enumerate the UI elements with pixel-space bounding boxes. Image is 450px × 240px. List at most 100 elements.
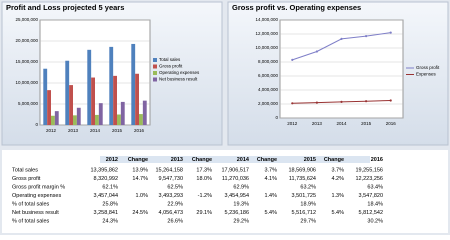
table-cell: 29.1%: [196, 210, 212, 216]
table-cell: 18,569,906: [288, 167, 316, 173]
table-header: 2012: [106, 157, 118, 163]
table-cell: 3,454,954: [225, 193, 249, 199]
point: [365, 100, 368, 103]
y-tick-label: 8,000,000: [258, 59, 279, 64]
table-cell: 18.4%: [367, 201, 383, 207]
x-tick-label: 2012: [46, 128, 57, 133]
row-label: % of total sales: [12, 218, 50, 224]
table-cell: 17.3%: [196, 167, 212, 173]
table-cell: 63.4%: [367, 184, 383, 190]
x-tick-label: 2013: [312, 121, 323, 126]
table-cell: 3.7%: [331, 167, 344, 173]
bar: [113, 75, 117, 125]
row-label: Net business result: [12, 210, 59, 216]
x-tick-label: 2016: [134, 128, 145, 133]
point: [291, 58, 294, 62]
table-cell: 26.6%: [167, 218, 183, 224]
table-cell: 63.2%: [300, 184, 316, 190]
chart-title: Gross profit vs. Operating expenses: [232, 3, 361, 12]
y-tick-label: 12,000,000: [255, 31, 278, 36]
bar: [51, 115, 55, 125]
y-tick-label: 14,000,000: [255, 17, 278, 22]
bar: [120, 101, 125, 125]
bar: [139, 114, 143, 125]
table-cell: 29.2%: [233, 218, 249, 224]
table-cell: 62.1%: [102, 184, 118, 190]
legend-label: Gross profit: [159, 64, 183, 69]
table-cell: 14.7%: [132, 176, 148, 182]
legend-swatch: [153, 77, 157, 82]
table-cell: 19,255,156: [355, 167, 383, 173]
table-cell: 22.9%: [167, 201, 183, 207]
table-cell: 18.0%: [196, 176, 212, 182]
bar: [109, 46, 114, 125]
table-header: 2014: [237, 157, 250, 163]
table-cell: 30.2%: [367, 218, 383, 224]
table-cell: 3,501,725: [292, 193, 316, 199]
x-tick-label: 2012: [287, 121, 298, 126]
row-label: Gross profit margin %: [12, 184, 65, 190]
legend-swatch: [153, 58, 157, 62]
table-cell: 5,516,712: [292, 210, 316, 216]
table-cell: 9,547,730: [159, 176, 183, 182]
table-cell: 5.4%: [331, 210, 344, 216]
table-header-band: [100, 156, 370, 163]
table-cell: 13.9%: [132, 167, 148, 173]
table-cell: 5,236,186: [225, 210, 249, 216]
chart-title: Profit and Loss projected 5 years: [6, 3, 124, 12]
x-tick-label: 2014: [336, 121, 347, 126]
point: [340, 37, 343, 41]
table-cell: 8,320,992: [94, 176, 118, 182]
table-cell: 5.4%: [264, 210, 277, 216]
table-cell: 11,735,624: [289, 176, 316, 182]
table-header: 2016: [371, 157, 383, 163]
bar: [47, 90, 51, 125]
legend-label: Net business result: [159, 77, 198, 82]
point: [315, 101, 318, 104]
table-cell: 3.7%: [264, 167, 277, 173]
table-cell: 12,223,256: [355, 176, 383, 182]
dashboard: Profit and Loss projected 5 years 0 5,000,…: [0, 0, 450, 235]
y-tick-label: 10,000,000: [15, 80, 38, 85]
x-tick-label: 2013: [68, 128, 79, 133]
table-cell: 19.3%: [233, 201, 249, 207]
table-cell: 3,258,841: [94, 210, 118, 216]
table-cell: 15,264,158: [155, 167, 183, 173]
table-cell: 25.8%: [102, 201, 118, 207]
table-cell: 4.1%: [264, 176, 277, 182]
table-header: 2013: [171, 157, 183, 163]
table-header: Change: [128, 157, 148, 163]
legend-swatch: [153, 71, 157, 75]
point: [389, 31, 392, 34]
table-cell: 18.9%: [300, 201, 316, 207]
table-cell: 62.9%: [233, 184, 249, 190]
bar: [54, 111, 59, 125]
table-cell: 3,547,820: [359, 193, 383, 199]
legend-label: Gross profit: [416, 65, 440, 70]
point: [291, 102, 294, 105]
row-label: Operating expenses: [12, 193, 61, 199]
table-header: 2015: [304, 157, 316, 163]
bar: [69, 85, 73, 125]
y-tick-label: 0: [35, 122, 38, 127]
bar: [91, 77, 95, 125]
point: [315, 50, 318, 53]
legend-label: Operating expenses: [159, 70, 200, 75]
table-cell: 11,270,036: [222, 176, 249, 182]
table-cell: 24.3%: [102, 218, 118, 224]
row-label: Gross profit: [12, 176, 41, 182]
bar: [117, 114, 121, 125]
table-cell: 1.0%: [135, 193, 148, 199]
bar: [87, 49, 92, 125]
table-cell: 1.4%: [264, 193, 277, 199]
legend-swatch: [153, 64, 157, 69]
table-header: Change: [192, 157, 212, 163]
y-tick-label: 5,000,000: [18, 101, 39, 106]
y-tick-label: 20,000,000: [15, 38, 38, 43]
legend-label: Expenses: [416, 72, 437, 77]
bar: [95, 114, 99, 125]
y-tick-label: 6,000,000: [258, 73, 279, 78]
table-cell: 4.2%: [331, 176, 344, 182]
table-cell: 3,493,293: [159, 193, 183, 199]
bar: [43, 68, 48, 125]
